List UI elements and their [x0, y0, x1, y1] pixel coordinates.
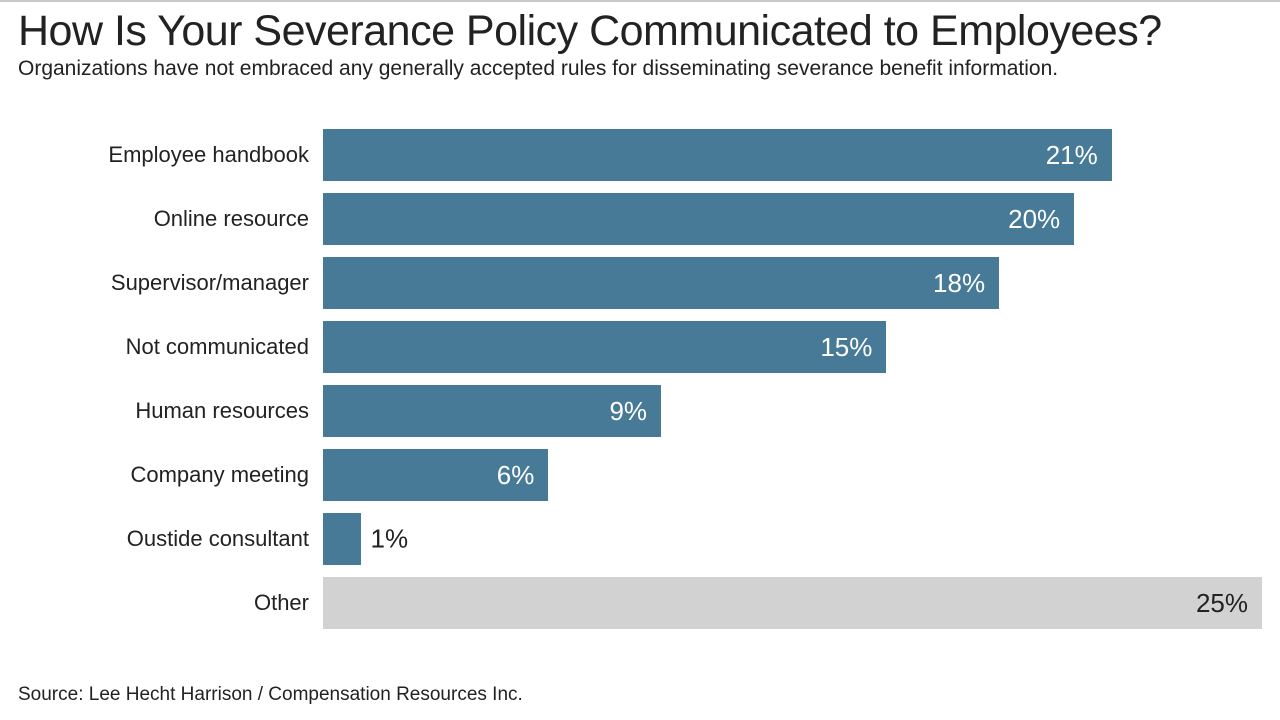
bar-track: 21%: [323, 129, 1262, 181]
bar-label: Online resource: [18, 206, 323, 232]
chart-row: Company meeting 6%: [18, 449, 1262, 501]
bar-chart: Employee handbook 21% Online resource 20% Su…: [18, 129, 1262, 629]
bar: 25%: [323, 577, 1262, 629]
bar-value: 21%: [1046, 140, 1098, 171]
chart-container: How Is Your Severance Policy Communicate…: [0, 2, 1280, 629]
bar-track: 25%: [323, 577, 1262, 629]
chart-row: Not communicated 15%: [18, 321, 1262, 373]
bar-value: 9%: [609, 396, 647, 427]
bar-track: 15%: [323, 321, 1262, 373]
bar-track: 1%: [323, 513, 1262, 565]
bar-value: 25%: [1196, 588, 1248, 619]
bar-value: 15%: [820, 332, 872, 363]
bar: [323, 513, 361, 565]
bar-value: 1%: [371, 524, 409, 555]
bar-track: 20%: [323, 193, 1262, 245]
bar-value: 6%: [497, 460, 535, 491]
chart-row: Supervisor/manager 18%: [18, 257, 1262, 309]
bar: 6%: [323, 449, 548, 501]
chart-row: Oustide consultant 1%: [18, 513, 1262, 565]
bar-label: Company meeting: [18, 462, 323, 488]
bar-label: Human resources: [18, 398, 323, 424]
bar: 18%: [323, 257, 999, 309]
bar: 21%: [323, 129, 1112, 181]
chart-subtitle: Organizations have not embraced any gene…: [18, 57, 1262, 81]
bar-track: 18%: [323, 257, 1262, 309]
bar: 9%: [323, 385, 661, 437]
bar: 15%: [323, 321, 886, 373]
chart-source: Source: Lee Hecht Harrison / Compensatio…: [18, 684, 523, 706]
bar-track: 6%: [323, 449, 1262, 501]
bar: 20%: [323, 193, 1074, 245]
chart-row: Employee handbook 21%: [18, 129, 1262, 181]
chart-row: Other 25%: [18, 577, 1262, 629]
bar-value: 20%: [1008, 204, 1060, 235]
chart-row: Human resources 9%: [18, 385, 1262, 437]
chart-row: Online resource 20%: [18, 193, 1262, 245]
bar-label: Other: [18, 590, 323, 616]
chart-title: How Is Your Severance Policy Communicate…: [18, 8, 1262, 55]
bar-label: Employee handbook: [18, 142, 323, 168]
bar-label: Oustide consultant: [18, 526, 323, 552]
bar-label: Not communicated: [18, 334, 323, 360]
bar-label: Supervisor/manager: [18, 270, 323, 296]
bar-track: 9%: [323, 385, 1262, 437]
bar-value: 18%: [933, 268, 985, 299]
